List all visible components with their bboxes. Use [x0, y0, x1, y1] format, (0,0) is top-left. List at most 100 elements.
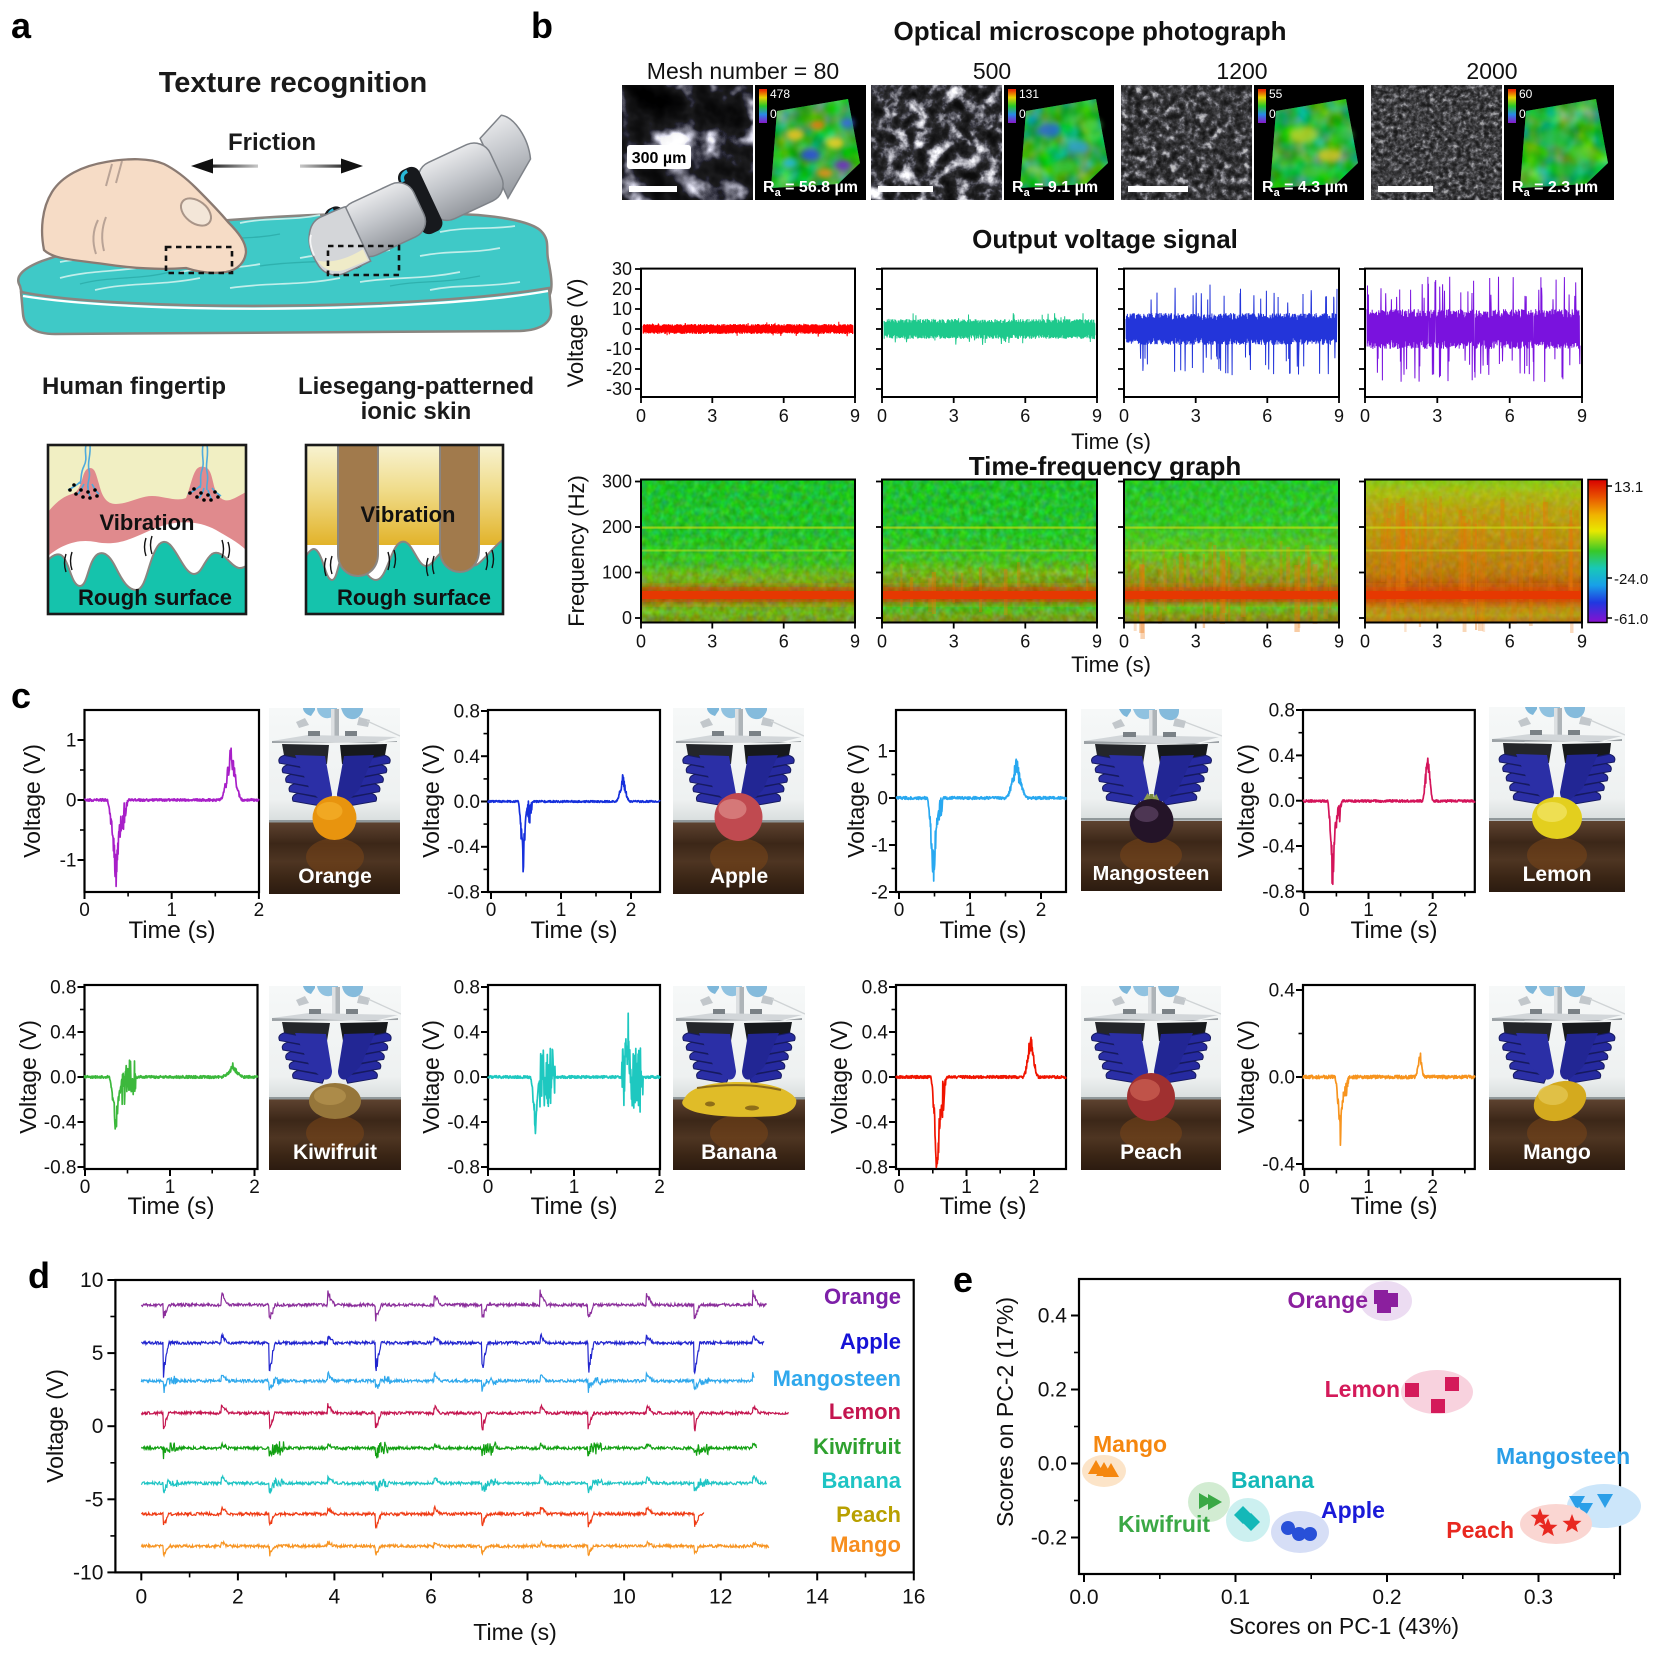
svg-text:Time (s): Time (s)	[473, 1619, 556, 1645]
svg-text:-0.4: -0.4	[447, 837, 480, 858]
svg-text:-0.8: -0.8	[447, 1158, 480, 1179]
svg-text:Rough surface: Rough surface	[337, 585, 491, 610]
svg-text:Peach: Peach	[1120, 1141, 1182, 1164]
svg-text:Time (s): Time (s)	[1071, 429, 1151, 454]
svg-text:3: 3	[1432, 632, 1442, 652]
svg-text:Human fingertip: Human fingertip	[42, 373, 226, 400]
svg-text:6: 6	[1505, 406, 1515, 426]
svg-text:Time (s): Time (s)	[1350, 1193, 1437, 1220]
svg-text:3: 3	[949, 632, 959, 652]
svg-text:0: 0	[1119, 632, 1129, 652]
svg-text:0: 0	[877, 406, 887, 426]
svg-text:Voltage (V): Voltage (V)	[563, 279, 588, 388]
svg-text:6: 6	[1020, 632, 1030, 652]
svg-text:0: 0	[770, 107, 777, 121]
svg-text:0: 0	[1360, 632, 1370, 652]
svg-text:0.8: 0.8	[454, 702, 480, 723]
svg-text:-0.8: -0.8	[447, 883, 480, 904]
svg-text:300 µm: 300 µm	[632, 150, 687, 167]
svg-text:Ra = 56.8 µm: Ra = 56.8 µm	[763, 179, 858, 199]
svg-text:0: 0	[622, 608, 632, 628]
svg-text:Time (s): Time (s)	[1071, 652, 1151, 677]
svg-text:Vibration: Vibration	[100, 510, 195, 535]
svg-text:14: 14	[806, 1585, 830, 1608]
svg-text:6: 6	[1505, 632, 1515, 652]
svg-text:2: 2	[1427, 900, 1438, 921]
svg-text:Time (s): Time (s)	[939, 917, 1026, 944]
svg-text:Apple: Apple	[710, 865, 768, 888]
svg-text:Liesegang-patterned: Liesegang-patterned	[298, 373, 534, 400]
svg-text:-10: -10	[606, 339, 632, 359]
svg-text:Banana: Banana	[701, 1141, 777, 1164]
svg-text:1: 1	[1363, 900, 1374, 921]
svg-text:Peach: Peach	[1446, 1517, 1514, 1543]
svg-text:Mangosteen: Mangosteen	[1496, 1443, 1630, 1469]
svg-text:-0.2: -0.2	[1031, 1527, 1067, 1550]
svg-text:0.1: 0.1	[1221, 1586, 1250, 1609]
svg-text:2: 2	[1427, 1177, 1438, 1198]
svg-text:0: 0	[877, 632, 887, 652]
svg-text:0: 0	[877, 789, 888, 810]
svg-text:0: 0	[66, 791, 77, 812]
svg-text:6: 6	[1020, 406, 1030, 426]
svg-text:1: 1	[965, 900, 976, 921]
svg-text:Lemon: Lemon	[1523, 863, 1592, 886]
svg-text:Orange: Orange	[298, 865, 372, 888]
svg-text:9: 9	[850, 406, 860, 426]
svg-text:0.4: 0.4	[1038, 1305, 1068, 1328]
svg-text:3: 3	[1191, 632, 1201, 652]
svg-text:10: 10	[612, 299, 632, 319]
svg-text:-5: -5	[85, 1488, 104, 1511]
svg-text:0.0: 0.0	[1269, 1068, 1295, 1089]
svg-text:Time (s): Time (s)	[530, 1193, 617, 1220]
svg-text:0.0: 0.0	[454, 1068, 480, 1089]
svg-text:Kiwifruit: Kiwifruit	[293, 1141, 377, 1164]
svg-text:Rough surface: Rough surface	[78, 585, 232, 610]
svg-text:0.0: 0.0	[1069, 1586, 1098, 1609]
svg-text:0.8: 0.8	[862, 978, 888, 999]
svg-text:-61.0: -61.0	[1614, 611, 1648, 628]
svg-text:Ra = 4.3 µm: Ra = 4.3 µm	[1262, 179, 1348, 199]
svg-text:-1: -1	[60, 851, 77, 872]
svg-text:0.0: 0.0	[862, 1068, 888, 1089]
svg-text:60: 60	[1519, 87, 1533, 101]
svg-text:8: 8	[522, 1585, 534, 1608]
svg-text:Voltage (V): Voltage (V)	[418, 744, 444, 858]
svg-text:0: 0	[1299, 900, 1310, 921]
svg-text:2: 2	[626, 900, 637, 921]
svg-text:Time (s): Time (s)	[939, 1193, 1026, 1220]
svg-text:0.2: 0.2	[1038, 1379, 1067, 1402]
svg-text:0.8: 0.8	[50, 978, 76, 999]
svg-text:2: 2	[654, 1177, 665, 1198]
svg-text:478: 478	[770, 87, 790, 101]
svg-text:10: 10	[80, 1269, 103, 1292]
svg-text:0.4: 0.4	[50, 1023, 77, 1044]
svg-text:0.3: 0.3	[1524, 1586, 1553, 1609]
svg-text:0: 0	[894, 900, 905, 921]
svg-text:-1: -1	[871, 836, 888, 857]
svg-text:Apple: Apple	[1321, 1497, 1385, 1523]
svg-text:Mango: Mango	[1523, 1141, 1591, 1164]
svg-text:1: 1	[1363, 1177, 1374, 1198]
svg-text:0: 0	[79, 900, 90, 921]
svg-text:9: 9	[1092, 406, 1102, 426]
svg-text:Mangosteen: Mangosteen	[773, 1366, 901, 1391]
svg-text:3: 3	[707, 632, 717, 652]
svg-text:Time (s): Time (s)	[127, 1193, 214, 1220]
svg-text:-0.4: -0.4	[1262, 837, 1295, 858]
svg-text:3: 3	[1432, 406, 1442, 426]
svg-text:2: 2	[1036, 900, 1047, 921]
svg-text:20: 20	[612, 279, 632, 299]
svg-text:5: 5	[92, 1342, 104, 1365]
svg-text:0: 0	[1519, 107, 1526, 121]
svg-text:0.0: 0.0	[1038, 1453, 1067, 1476]
svg-text:0: 0	[135, 1585, 147, 1608]
svg-text:1: 1	[556, 900, 567, 921]
svg-text:-0.4: -0.4	[44, 1113, 77, 1134]
svg-text:0: 0	[622, 319, 632, 339]
svg-text:-30: -30	[606, 379, 632, 399]
svg-text:-24.0: -24.0	[1614, 571, 1648, 588]
svg-text:0.4: 0.4	[454, 747, 481, 768]
svg-text:0: 0	[1019, 107, 1026, 121]
svg-text:Scores on PC-1 (43%): Scores on PC-1 (43%)	[1229, 1613, 1459, 1639]
